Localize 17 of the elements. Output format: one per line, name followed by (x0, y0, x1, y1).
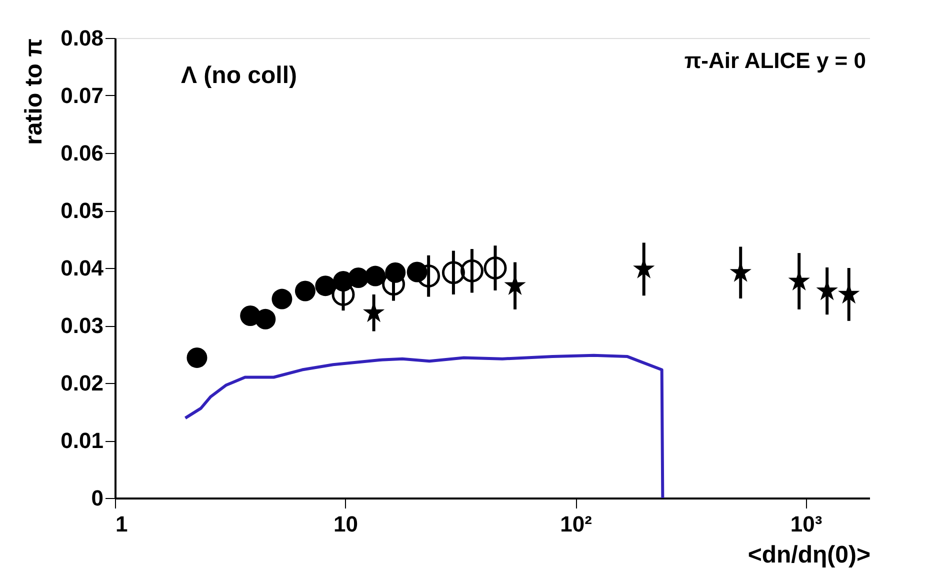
y-axis-title: ratio to π (20, 38, 48, 145)
x-axis-title: <dn/dη(0)> (748, 542, 870, 568)
y-tick-label: 0 (91, 486, 104, 510)
y-tick-label: 0.06 (60, 140, 104, 166)
y-tick-label: 0.02 (60, 370, 104, 396)
y-tick-label: 0.01 (60, 428, 104, 453)
x-tick-label: 1 (116, 512, 128, 536)
y-tick-label: 0.07 (60, 83, 104, 108)
x-tick-label: 10³ (790, 512, 822, 536)
annotation: π-Air ALICE y = 0 (684, 48, 866, 73)
y-tick-label: 0.08 (60, 26, 104, 50)
x-tick-label: 10² (560, 512, 592, 536)
y-tick-label: 0.05 (60, 198, 104, 223)
annotation: Λ (no coll) (181, 62, 297, 89)
x-tick-label: 10 (334, 512, 358, 536)
y-tick-label: 0.04 (60, 256, 104, 280)
y-tick-label: 0.03 (60, 313, 104, 338)
